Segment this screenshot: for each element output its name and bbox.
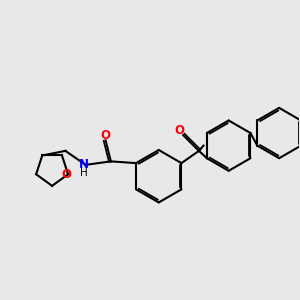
Text: O: O — [61, 168, 71, 182]
Text: N: N — [79, 158, 88, 171]
Text: O: O — [174, 124, 184, 137]
Text: O: O — [100, 129, 111, 142]
Text: H: H — [80, 168, 88, 178]
